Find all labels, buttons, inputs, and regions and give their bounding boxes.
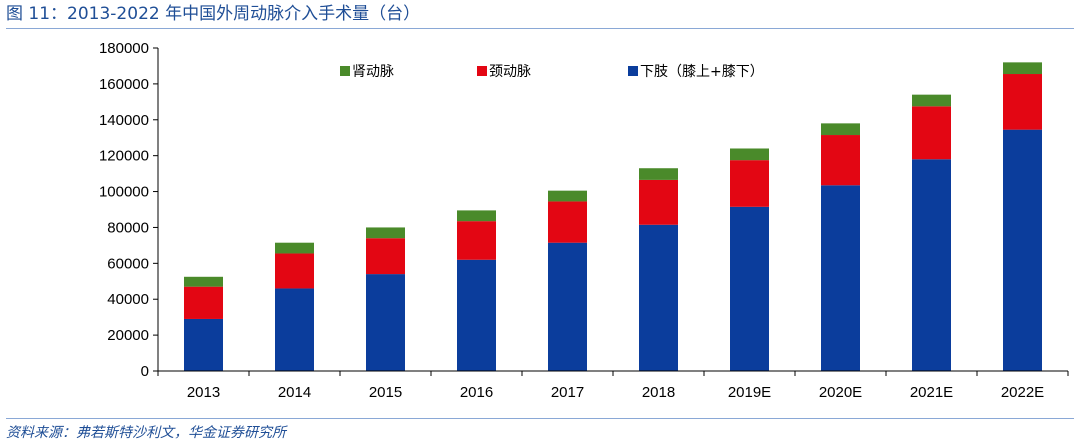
bar-segment-renal [821,123,860,136]
figure-title: 图 11：2013-2022 年中国外周动脉介入手术量（台） [6,4,421,24]
y-tick-label: 140000 [99,112,149,129]
bar-segment-lower-limb [912,159,951,371]
y-tick-label: 100000 [99,184,149,201]
bar-segment-lower-limb [275,288,314,371]
bar-segment-renal [912,94,951,107]
y-tick-label: 80000 [107,219,149,236]
bar-segment-lower-limb [184,318,223,371]
bars [184,62,1042,371]
x-tick-label: 2016 [460,384,493,401]
bar-segment-lower-limb [366,274,405,371]
y-tick-label: 120000 [99,148,149,165]
legend: 肾动脉 颈动脉 下肢（膝上+膝下） [340,64,764,80]
bar-segment-renal [184,276,223,287]
legend-label: 下肢（膝上+膝下） [640,64,764,80]
bar-segment-lower-limb [730,206,769,371]
y-tick-label: 160000 [99,76,149,93]
x-axis: 2013 2014 2015 2016 2017 2018 2019E 2020E 2021E 2… [157,370,1069,401]
x-tick-label: 2021E [910,384,953,401]
bar-segment-lower-limb [1003,129,1042,371]
source-note: 资料来源：弗若斯特沙利文，华金证券研究所 [6,425,286,441]
y-axis: 0 20000 40000 60000 80000 100000 120000 140000 1… [99,40,159,380]
y-tick-label: 20000 [107,327,149,344]
bar-segment-lower-limb [548,242,587,371]
x-tick-label: 2020E [819,384,862,401]
legend-swatch [340,66,350,76]
stacked-bar-chart: 0 20000 40000 60000 80000 100000 120000 140000 1… [99,40,1069,401]
legend-swatch [628,66,638,76]
bar-segment-lower-limb [457,259,496,371]
bar-segment-renal [457,210,496,222]
legend-swatch [477,66,487,76]
bar-segment-renal [548,190,587,202]
bar-segment-carotid [548,201,587,243]
bar-segment-carotid [730,160,769,207]
x-tick-label: 2017 [551,384,584,401]
bar-segment-renal [1003,62,1042,75]
bar-segment-renal [366,227,405,239]
bar-segment-lower-limb [821,185,860,371]
bar-segment-renal [639,168,678,180]
bar-segment-carotid [457,221,496,260]
x-tick-label: 2014 [278,384,311,401]
y-tick-label: 40000 [107,291,149,308]
bar-segment-carotid [184,286,223,319]
bottom-divider [6,418,1074,419]
bar-segment-carotid [821,135,860,186]
x-tick-label: 2022E [1001,384,1044,401]
bar-segment-carotid [639,179,678,225]
bar-segment-carotid [366,238,405,275]
x-tick-label: 2013 [187,384,220,401]
bar-segment-carotid [912,106,951,160]
y-tick-label: 60000 [107,255,149,272]
x-tick-label: 2019E [728,384,771,401]
y-tick-label: 180000 [99,40,149,57]
bar-segment-carotid [275,253,314,289]
x-tick-label: 2018 [642,384,675,401]
top-divider [6,28,1074,29]
legend-label: 颈动脉 [489,64,531,80]
bar-segment-renal [730,148,769,161]
y-tick-label: 0 [141,363,149,380]
legend-label: 肾动脉 [352,64,394,80]
x-tick-label: 2015 [369,384,402,401]
bar-segment-lower-limb [639,224,678,371]
bar-segment-renal [275,242,314,254]
bar-segment-carotid [1003,74,1042,130]
